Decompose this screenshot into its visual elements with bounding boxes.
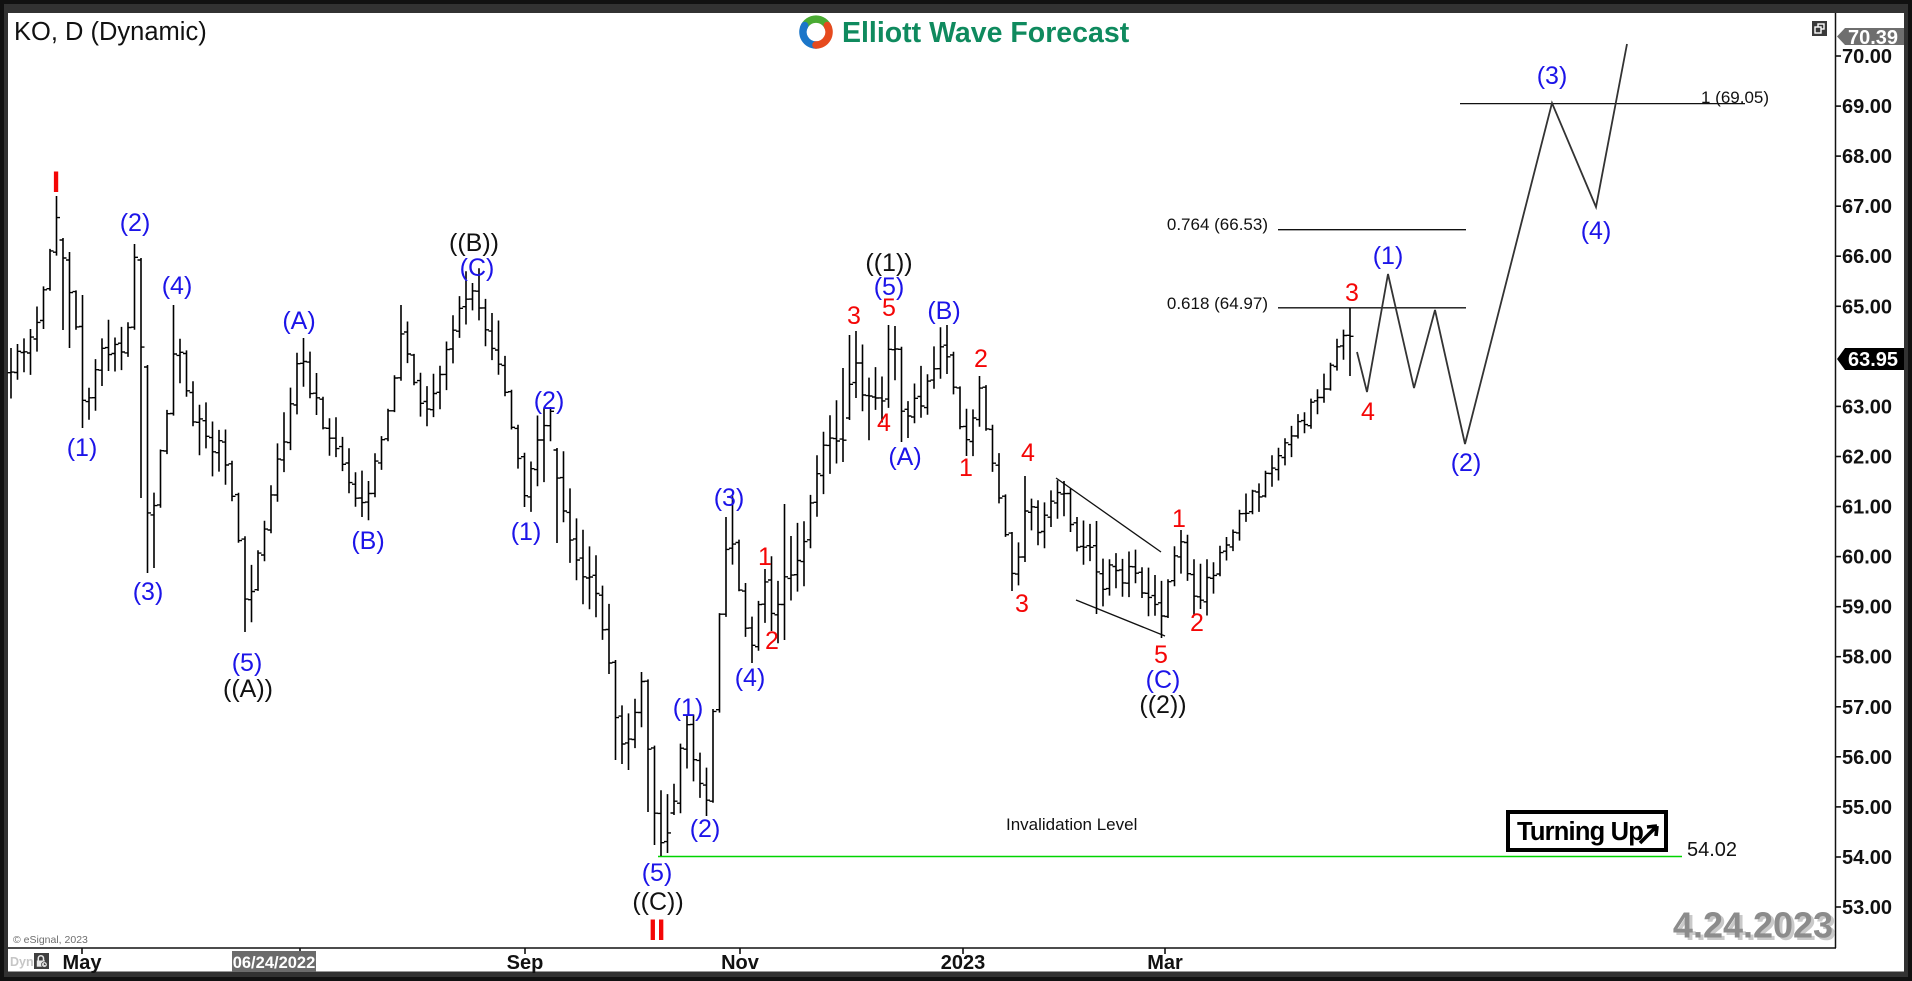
svg-text:56.00: 56.00 (1842, 747, 1892, 769)
svg-text:4: 4 (1361, 398, 1375, 426)
svg-text:3: 3 (1015, 590, 1029, 618)
svg-text:54.02: 54.02 (1687, 839, 1737, 861)
svg-text:(1): (1) (1373, 242, 1404, 270)
svg-text:55.00: 55.00 (1842, 797, 1892, 819)
svg-text:(5): (5) (642, 859, 673, 887)
svg-text:((2)): ((2)) (1139, 691, 1186, 719)
svg-text:(4): (4) (735, 664, 766, 692)
svg-text:I: I (52, 166, 60, 199)
svg-text:(2): (2) (690, 815, 721, 843)
svg-text:(4): (4) (162, 272, 193, 300)
svg-text:II: II (649, 914, 666, 947)
svg-text:2023: 2023 (941, 952, 986, 974)
svg-text:63.00: 63.00 (1842, 396, 1892, 418)
svg-text:62.00: 62.00 (1842, 447, 1892, 469)
svg-text:((A)): ((A)) (223, 675, 273, 703)
svg-text:(5): (5) (232, 649, 263, 677)
svg-text:(A): (A) (282, 307, 315, 335)
svg-text:57.00: 57.00 (1842, 697, 1892, 719)
svg-text:4: 4 (1021, 439, 1035, 467)
svg-text:54.00: 54.00 (1842, 847, 1892, 869)
svg-text:(4): (4) (1581, 217, 1612, 245)
svg-text:(A): (A) (888, 443, 921, 471)
svg-text:61.00: 61.00 (1842, 497, 1892, 519)
svg-text:53.00: 53.00 (1842, 897, 1892, 919)
svg-text:Invalidation Level: Invalidation Level (1006, 815, 1137, 834)
svg-text:((C)): ((C)) (632, 888, 683, 916)
svg-text:69.00: 69.00 (1842, 96, 1892, 118)
svg-text:(1): (1) (67, 434, 98, 462)
svg-text:59.00: 59.00 (1842, 597, 1892, 619)
svg-text:Mar: Mar (1147, 952, 1183, 974)
svg-text:KO, D (Dynamic): KO, D (Dynamic) (14, 18, 207, 46)
svg-text:(B): (B) (927, 297, 960, 325)
svg-text:1: 1 (959, 454, 973, 482)
svg-text:(3): (3) (133, 578, 164, 606)
svg-text:4: 4 (877, 409, 891, 437)
svg-text:3: 3 (1345, 279, 1359, 307)
svg-text:58.00: 58.00 (1842, 647, 1892, 669)
svg-text:Sep: Sep (507, 952, 544, 974)
svg-text:2: 2 (765, 627, 779, 655)
svg-text:2: 2 (974, 345, 988, 373)
svg-text:(2): (2) (534, 387, 565, 415)
svg-text:5: 5 (1154, 641, 1168, 669)
svg-text:68.00: 68.00 (1842, 146, 1892, 168)
svg-text:Dyn: Dyn (10, 955, 34, 969)
svg-text:(B): (B) (351, 527, 384, 555)
svg-text:(3): (3) (1537, 62, 1568, 90)
svg-text:0.764 (66.53): 0.764 (66.53) (1167, 215, 1268, 234)
svg-text:© eSignal, 2023: © eSignal, 2023 (13, 934, 88, 946)
svg-text:5: 5 (882, 294, 896, 322)
svg-text:(5): (5) (874, 273, 905, 301)
svg-text:60.00: 60.00 (1842, 547, 1892, 569)
svg-text:70.39: 70.39 (1848, 27, 1898, 49)
svg-text:4.24.2023: 4.24.2023 (1676, 907, 1836, 948)
svg-text:2: 2 (1190, 609, 1204, 637)
svg-text:70.00: 70.00 (1842, 46, 1892, 68)
svg-text:((B)): ((B)) (449, 229, 499, 257)
svg-text:(1): (1) (673, 694, 704, 722)
svg-text:65.00: 65.00 (1842, 296, 1892, 318)
svg-text:67.00: 67.00 (1842, 196, 1892, 218)
svg-text:06/24/2022: 06/24/2022 (233, 954, 316, 972)
svg-text:(2): (2) (120, 209, 151, 237)
svg-text:Elliott Wave Forecast: Elliott Wave Forecast (842, 17, 1130, 49)
svg-text:Turning Up: Turning Up (1517, 818, 1643, 846)
svg-text:Nov: Nov (721, 952, 760, 974)
svg-text:1: 1 (758, 543, 772, 571)
svg-text:(C): (C) (460, 254, 495, 282)
svg-text:(C): (C) (1146, 666, 1181, 694)
svg-text:4.24.2023: 4.24.2023 (1673, 905, 1833, 946)
svg-text:3: 3 (847, 302, 861, 330)
svg-text:1: 1 (1172, 505, 1186, 533)
svg-text:(2): (2) (1451, 449, 1482, 477)
svg-text:0.618 (64.97): 0.618 (64.97) (1167, 294, 1268, 313)
svg-text:May: May (63, 952, 103, 974)
svg-text:1 (69.05): 1 (69.05) (1701, 88, 1769, 107)
svg-text:(3): (3) (714, 484, 745, 512)
svg-text:66.00: 66.00 (1842, 246, 1892, 268)
svg-text:(1): (1) (511, 518, 542, 546)
svg-text:((1)): ((1)) (865, 249, 912, 277)
svg-text:63.95: 63.95 (1848, 349, 1898, 371)
